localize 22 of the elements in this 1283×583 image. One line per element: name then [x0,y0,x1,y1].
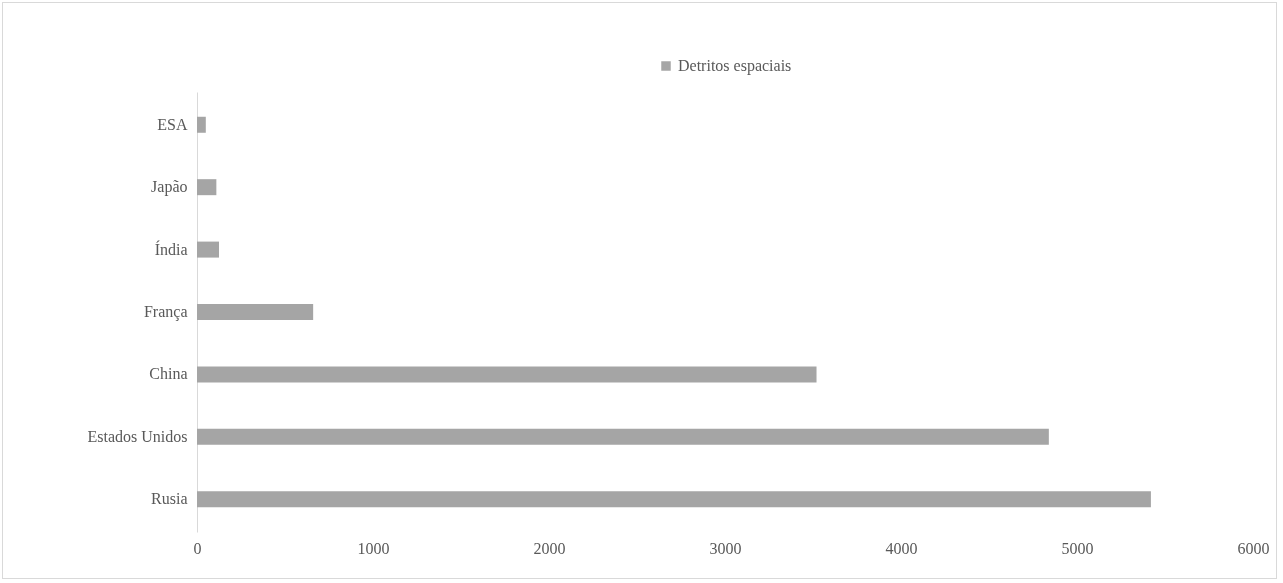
y-tick-label: ESA [157,115,188,133]
x-tick-label: 5000 [1061,539,1094,557]
y-tick-label: Estados Unidos [87,427,188,445]
x-tick-label: 2000 [533,539,566,557]
y-tick-label: França [143,303,188,321]
x-tick-label: 4000 [885,539,918,557]
bar [197,428,1049,445]
x-tick-label: 0 [193,539,202,557]
y-tick-label: Rusia [151,490,188,508]
y-tick-label: Japão [151,178,188,197]
x-tick-label: 6000 [1237,539,1270,557]
bar [197,241,219,258]
bar [197,366,817,383]
legend-label: Detritos espaciais [678,57,792,75]
x-tick-label: 3000 [709,539,742,557]
x-tick-label: 1000 [357,539,390,557]
y-tick-label: Índia [154,239,188,258]
bar [197,304,314,320]
bar [197,491,1151,508]
bar [197,116,206,133]
y-tick-label: China [149,365,188,383]
bar [197,179,217,196]
